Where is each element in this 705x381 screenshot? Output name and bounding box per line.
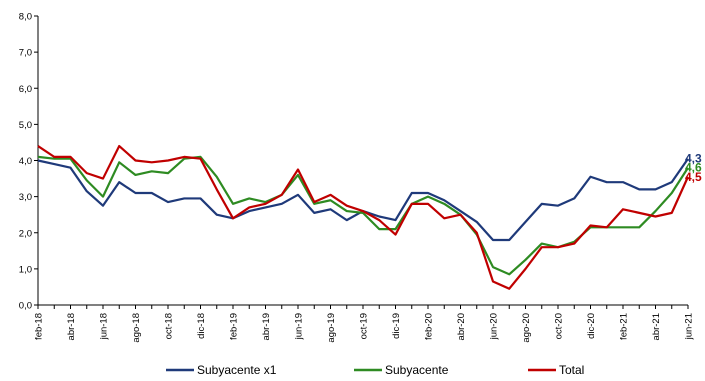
- end-labels: 4,34,64,5: [685, 152, 702, 184]
- x-tick-label: jun-21: [684, 313, 695, 340]
- x-tick-label: oct-20: [554, 313, 565, 339]
- x-tick-label: abr-19: [261, 313, 272, 340]
- x-tick-label: feb-21: [619, 313, 630, 340]
- legend: Subyacente x1 Subyacente Total: [166, 363, 584, 377]
- y-tick-label: 1,0: [19, 264, 32, 275]
- x-tick-label: abr-18: [66, 313, 77, 340]
- y-tick-label: 7,0: [19, 48, 32, 59]
- x-tick-label: jun-19: [294, 313, 305, 340]
- y-tick-label: 0,0: [19, 301, 32, 312]
- x-axis-ticks: feb-18 abr-18 jun-18 ago-18 oct-18 dic-18 feb-…: [34, 305, 695, 343]
- x-tick-label: feb-20: [424, 313, 435, 340]
- end-label: 4,3: [685, 152, 702, 166]
- y-tick-label: 3,0: [19, 192, 32, 203]
- x-tick-label: oct-19: [359, 313, 370, 339]
- x-tick-label: ago-18: [131, 313, 142, 343]
- y-tick-label: 2,0: [19, 228, 32, 239]
- x-tick-label: jun-20: [489, 313, 500, 340]
- x-tick-label: abr-20: [456, 313, 467, 340]
- x-tick-label: dic-20: [586, 313, 597, 339]
- series-line-total: [37, 144, 690, 290]
- series-lines: [37, 144, 690, 290]
- y-tick-label: 4,0: [19, 156, 32, 167]
- legend-label: Total: [559, 363, 584, 377]
- y-tick-label: 6,0: [19, 84, 32, 95]
- x-tick-label: feb-18: [34, 313, 45, 340]
- x-tick-label: abr-21: [651, 313, 662, 340]
- x-tick-label: feb-19: [229, 313, 240, 340]
- series-line-subyacente: [37, 155, 689, 276]
- x-tick-label: dic-19: [391, 313, 402, 339]
- end-label: 4,5: [685, 170, 702, 184]
- y-tick-label: 8,0: [19, 12, 32, 23]
- x-tick-label: ago-19: [326, 313, 337, 343]
- x-tick-label: jun-18: [99, 313, 110, 340]
- legend-label: Subyacente x1: [197, 363, 277, 377]
- x-tick-label: ago-20: [521, 313, 532, 343]
- x-tick-label: oct-18: [164, 313, 175, 339]
- y-tick-label: 5,0: [19, 120, 32, 131]
- x-tick-label: dic-18: [196, 313, 207, 339]
- y-axis-ticks: 0,0 1,0 2,0 3,0 4,0 5,0 6,0 7,0 8,0: [19, 12, 38, 312]
- end-label: 4,6: [685, 161, 702, 175]
- legend-label: Subyacente: [385, 363, 449, 377]
